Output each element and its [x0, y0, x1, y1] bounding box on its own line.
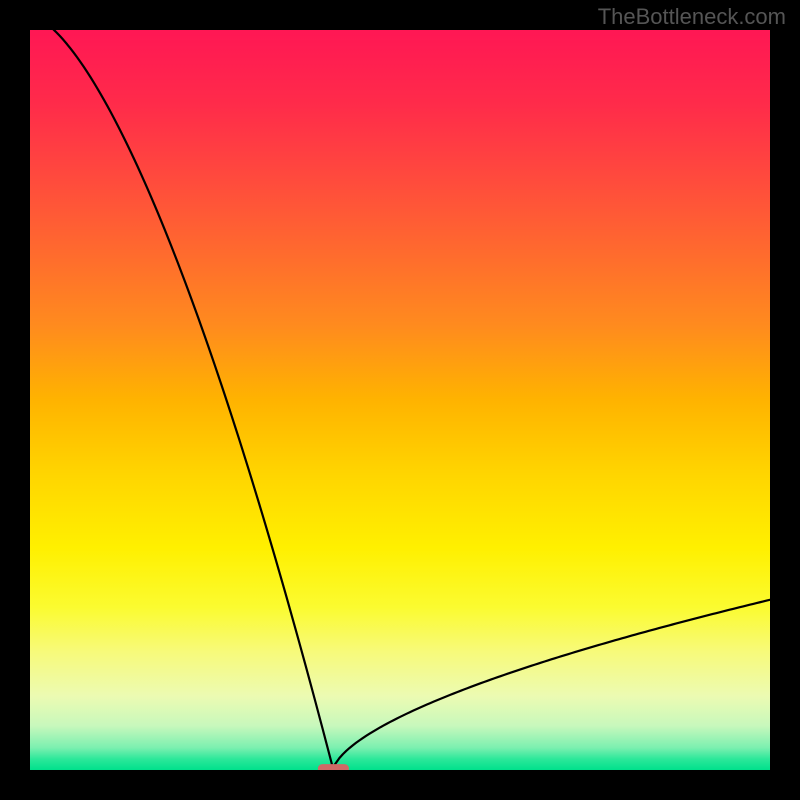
watermark-text: TheBottleneck.com	[598, 4, 786, 30]
chart-curve-layer	[30, 30, 770, 770]
bottleneck-curve	[30, 30, 770, 767]
minimum-marker	[318, 764, 349, 770]
bottleneck-chart	[30, 30, 770, 770]
